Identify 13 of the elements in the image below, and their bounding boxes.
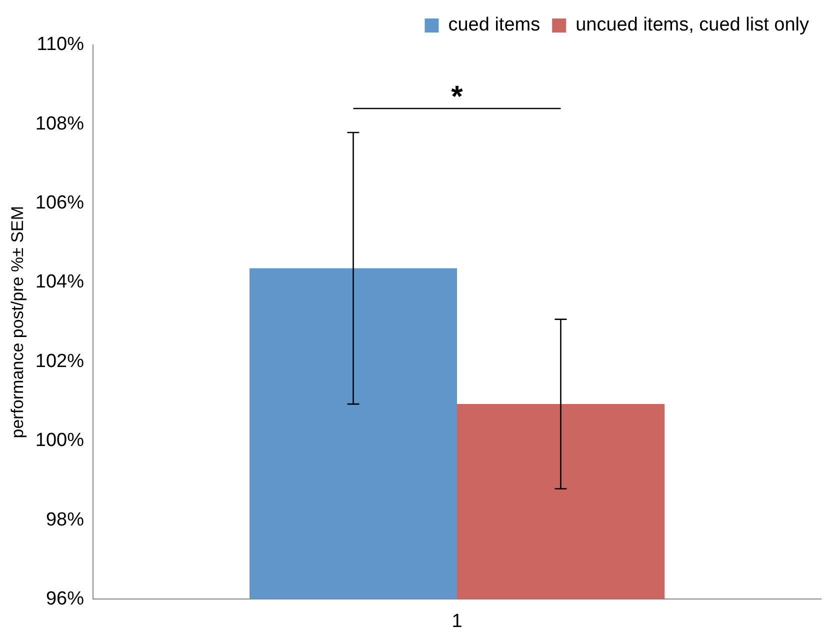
legend-label: uncued items, cued list only xyxy=(576,14,810,36)
y-tick-label: 96% xyxy=(46,588,84,610)
x-tick-label: 1 xyxy=(452,610,462,632)
y-tick-label: 102% xyxy=(35,350,84,372)
legend-label: cued items xyxy=(448,14,540,36)
y-tick-label: 108% xyxy=(35,113,84,134)
y-axis-title: performance post/pre %± SEM xyxy=(8,206,27,438)
y-tick-label: 98% xyxy=(46,509,84,530)
y-tick-label: 104% xyxy=(35,272,84,293)
y-tick-label: 106% xyxy=(35,192,84,214)
y-tick-label: 110% xyxy=(36,34,84,56)
y-tick-label: 100% xyxy=(35,430,84,452)
annotation: * xyxy=(451,80,464,114)
